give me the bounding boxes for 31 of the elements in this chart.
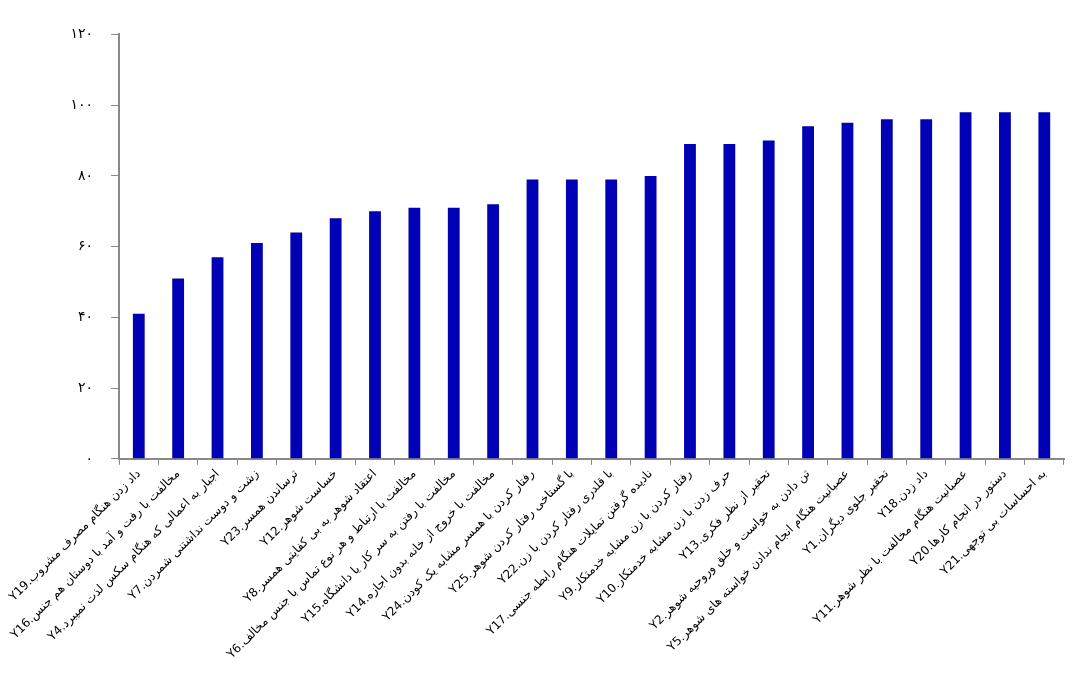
y-tick-label: ۴۰ bbox=[78, 308, 94, 325]
bar bbox=[605, 179, 618, 459]
bar bbox=[369, 211, 381, 459]
y-tick-label: ۱۰۰ bbox=[70, 95, 94, 112]
y-tick-label: ۰ bbox=[85, 449, 94, 466]
bar bbox=[329, 218, 342, 459]
bar bbox=[211, 257, 224, 459]
y-tick-label: ۱۲۰ bbox=[70, 25, 94, 42]
bar bbox=[172, 278, 185, 459]
bar bbox=[526, 179, 539, 459]
bar bbox=[762, 140, 775, 459]
bar bbox=[408, 207, 421, 459]
bar bbox=[447, 207, 460, 459]
bar bbox=[644, 175, 657, 459]
bar bbox=[841, 122, 854, 459]
bar bbox=[132, 313, 145, 459]
bar bbox=[290, 232, 303, 459]
bar bbox=[684, 144, 696, 459]
bar bbox=[487, 204, 500, 459]
bar bbox=[565, 179, 578, 459]
bar bbox=[723, 144, 736, 459]
bar bbox=[880, 119, 893, 459]
bar bbox=[250, 243, 263, 459]
bar bbox=[1038, 112, 1051, 459]
y-tick-label: ۲۰ bbox=[78, 378, 94, 395]
bar bbox=[959, 112, 972, 459]
y-tick-label: ۸۰ bbox=[78, 166, 94, 183]
bar bbox=[920, 119, 933, 459]
y-tick-label: ۶۰ bbox=[78, 237, 94, 254]
bar bbox=[999, 112, 1011, 459]
bar bbox=[802, 126, 814, 459]
